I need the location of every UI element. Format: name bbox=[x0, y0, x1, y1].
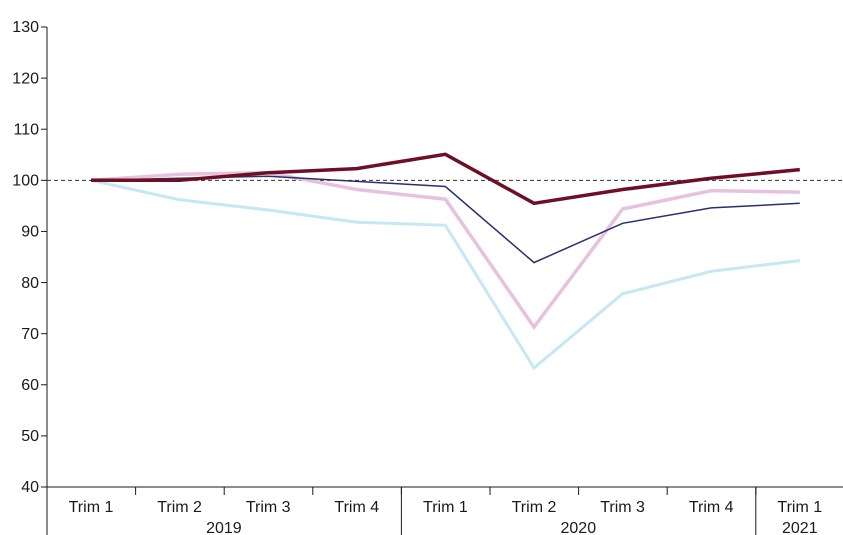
series-line-4 bbox=[91, 152, 800, 206]
x-tick-label: Trim 1 bbox=[777, 499, 822, 516]
y-tick-label: 70 bbox=[21, 326, 39, 343]
series-line-1 bbox=[90, 178, 800, 371]
x-tick-label: Trim 4 bbox=[334, 499, 379, 516]
y-tick-label: 80 bbox=[21, 275, 39, 292]
x-tick-label: Trim 2 bbox=[512, 499, 557, 516]
y-tick-label: 60 bbox=[21, 377, 39, 394]
x-tick-label: Trim 4 bbox=[689, 499, 734, 516]
x-tick-label: Trim 3 bbox=[246, 499, 291, 516]
x-tick-label: Trim 3 bbox=[600, 499, 645, 516]
x-axis: Trim 1 Trim 2 Trim 3 Trim 4 Trim 1 Trim 2 Trim… bbox=[46, 486, 843, 535]
series-line-2 bbox=[90, 170, 800, 330]
y-tick-label: 110 bbox=[13, 121, 39, 138]
y-tick-label: 130 bbox=[12, 19, 39, 36]
x-tick-label: Trim 2 bbox=[157, 499, 202, 516]
series-group bbox=[90, 152, 800, 371]
x-tick-label: Trim 1 bbox=[69, 499, 114, 516]
x-group-label: 2020 bbox=[561, 520, 597, 535]
y-tick-label: 40 bbox=[21, 479, 39, 496]
series-line-3 bbox=[90, 175, 800, 264]
y-tick-label: 50 bbox=[21, 428, 39, 445]
y-tick-label: 100 bbox=[12, 173, 39, 190]
x-group-label: 2019 bbox=[206, 520, 242, 535]
y-tick-label: 120 bbox=[12, 70, 39, 87]
x-tick-label: Trim 1 bbox=[423, 499, 468, 516]
x-group-label: 2021 bbox=[782, 520, 818, 535]
y-tick-label: 90 bbox=[21, 224, 39, 241]
y-axis: 40 50 60 70 80 90 100 110 120 130 bbox=[12, 19, 48, 496]
